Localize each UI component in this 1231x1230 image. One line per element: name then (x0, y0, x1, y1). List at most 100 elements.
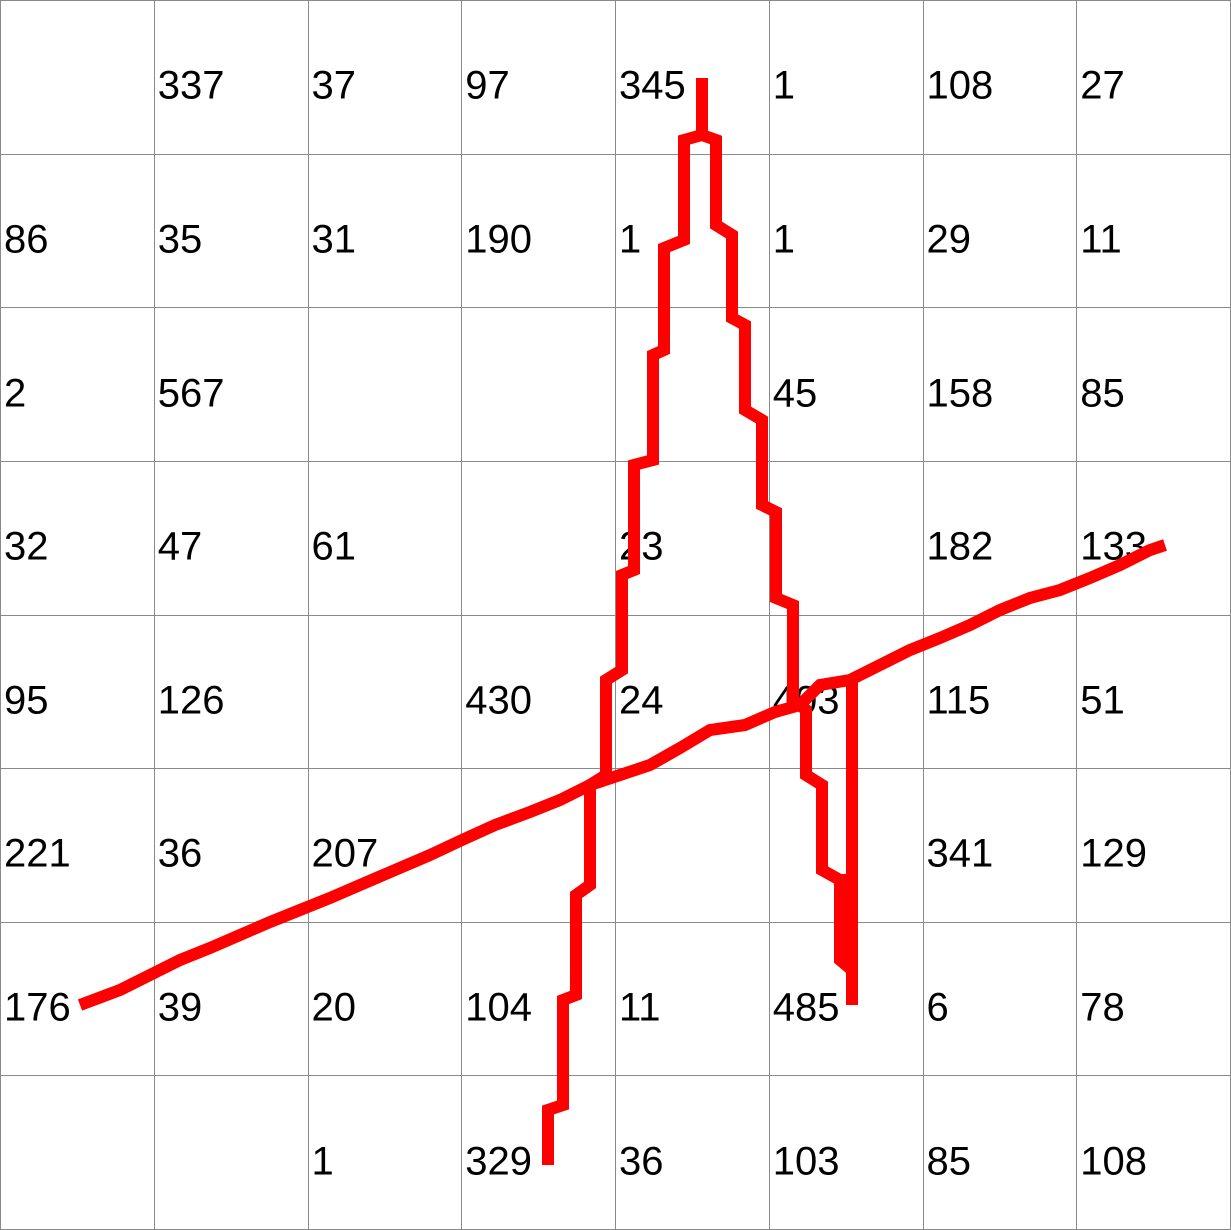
cell-value: 78 (1080, 985, 1125, 1030)
grid-cell: 345 (616, 1, 770, 155)
grid-cell: 129 (1077, 769, 1231, 923)
cell-value: 345 (619, 63, 686, 108)
cell-value: 37 (311, 63, 357, 108)
grid-cell: 207 (308, 769, 463, 923)
grid-cell: 329 (462, 1076, 616, 1230)
grid-cell: 11 (1077, 154, 1231, 309)
grid-cell (769, 769, 924, 923)
grid-cell: 51 (1077, 615, 1231, 770)
grid-cell: 430 (462, 615, 616, 770)
grid-cell (769, 461, 924, 616)
grid-cell: 85 (923, 1076, 1078, 1230)
grid-cell: 485 (769, 922, 924, 1077)
grid-cell: 1 (769, 154, 924, 309)
cell-value: 20 (311, 985, 357, 1030)
grid-cell: 6 (923, 922, 1078, 1077)
grid-cell (1, 1076, 155, 1230)
cell-value: 108 (1080, 1139, 1147, 1184)
grid-cell: 23 (616, 461, 770, 616)
cell-value: 133 (1080, 524, 1147, 569)
cell-value: 11 (619, 985, 661, 1030)
grid-cell (154, 1076, 309, 1230)
grid-cell: 1 (308, 1076, 463, 1230)
cell-value: 6 (926, 985, 949, 1030)
grid-cell: 36 (616, 1076, 770, 1230)
grid-cell: 78 (1077, 922, 1231, 1077)
cell-value: 1 (311, 1139, 334, 1184)
grid-cell: 1 (616, 154, 770, 309)
cell-value: 1 (619, 217, 642, 262)
cell-value: 207 (311, 831, 379, 876)
grid-cell (462, 308, 616, 462)
cell-value: 85 (1080, 371, 1125, 416)
cell-value: 337 (157, 63, 225, 108)
cell-value: 2 (4, 371, 27, 416)
cell-value: 108 (926, 63, 994, 108)
cell-value: 403 (772, 678, 840, 723)
cell-value: 36 (157, 831, 203, 876)
cell-value: 32 (4, 524, 49, 569)
cell-value: 51 (1080, 678, 1125, 723)
grid-cell (462, 769, 616, 923)
cell-value: 485 (772, 985, 840, 1030)
cell-value: 115 (926, 678, 991, 723)
grid-cell: 39 (154, 922, 309, 1077)
grid-cell: 24 (616, 615, 770, 770)
grid-cell: 32 (1, 461, 155, 616)
grid-cell (616, 769, 770, 923)
grid-cell: 27 (1077, 1, 1231, 155)
grid-cell: 103 (769, 1076, 924, 1230)
grid-cell: 182 (923, 461, 1078, 616)
grid-cell: 95 (1, 615, 155, 770)
grid-cell: 11 (616, 922, 770, 1077)
cell-value: 61 (311, 524, 357, 569)
cell-value: 27 (1080, 63, 1125, 108)
grid-cell (462, 461, 616, 616)
cell-value: 182 (926, 524, 994, 569)
grid-cell: 97 (462, 1, 616, 155)
cell-value: 35 (157, 217, 203, 262)
cell-value: 329 (465, 1139, 532, 1184)
grid-cell: 86 (1, 154, 155, 309)
grid-cell: 35 (154, 154, 309, 309)
grid-cell: 104 (462, 922, 616, 1077)
cell-value: 47 (157, 524, 203, 569)
grid-cell: 85 (1077, 308, 1231, 462)
grid-cell (308, 308, 463, 462)
grid-cell (1, 1, 155, 155)
grid-cell: 341 (923, 769, 1078, 923)
grid-cell: 158 (923, 308, 1078, 462)
grid-cell: 126 (154, 615, 309, 770)
cell-value: 430 (465, 678, 532, 723)
grid-cell: 2 (1, 308, 155, 462)
grid-cell: 190 (462, 154, 616, 309)
cell-value: 103 (772, 1139, 840, 1184)
cell-value: 11 (1080, 217, 1122, 262)
cell-value: 129 (1080, 831, 1147, 876)
grid-cell (308, 615, 463, 770)
cell-value: 85 (926, 1139, 972, 1184)
cell-value: 567 (157, 371, 225, 416)
grid-cell: 108 (1077, 1076, 1231, 1230)
grid-cell: 20 (308, 922, 463, 1077)
cell-value: 31 (311, 217, 357, 262)
grid-cell: 176 (1, 922, 155, 1077)
cell-value: 1 (772, 217, 795, 262)
grid-cell: 29 (923, 154, 1078, 309)
grid-cell: 36 (154, 769, 309, 923)
grid-cell: 61 (308, 461, 463, 616)
grid-cell: 37 (308, 1, 463, 155)
cell-value: 158 (926, 371, 994, 416)
cell-value: 97 (465, 63, 510, 108)
grid-cell: 221 (1, 769, 155, 923)
cell-value: 126 (157, 678, 225, 723)
cell-value: 95 (4, 678, 49, 723)
grid-cell: 403 (769, 615, 924, 770)
grid-cell: 133 (1077, 461, 1231, 616)
cell-value: 24 (619, 678, 664, 723)
cell-value: 176 (4, 985, 71, 1030)
grid-cell: 47 (154, 461, 309, 616)
grid-cell: 115 (923, 615, 1078, 770)
grid-cell: 337 (154, 1, 309, 155)
